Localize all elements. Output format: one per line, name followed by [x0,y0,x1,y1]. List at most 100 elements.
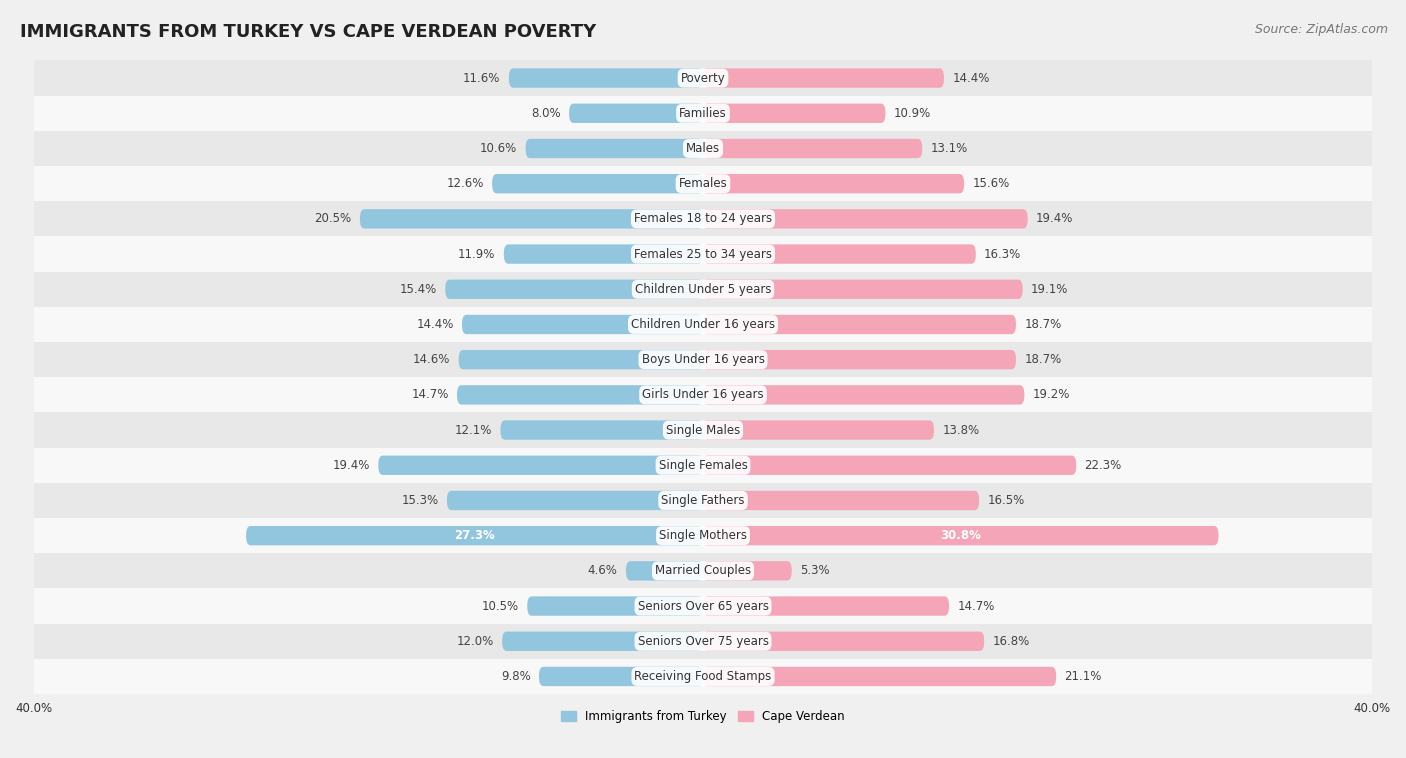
Text: 8.0%: 8.0% [531,107,561,120]
Text: Females 25 to 34 years: Females 25 to 34 years [634,248,772,261]
Text: 11.6%: 11.6% [463,71,501,85]
Text: Seniors Over 65 years: Seniors Over 65 years [637,600,769,612]
Text: 11.9%: 11.9% [458,248,495,261]
Bar [34,61,1372,96]
Text: Children Under 5 years: Children Under 5 years [634,283,772,296]
FancyBboxPatch shape [703,631,984,651]
Bar [34,342,1372,377]
Bar [34,96,1372,131]
FancyBboxPatch shape [509,68,703,88]
FancyBboxPatch shape [526,139,703,158]
Text: Females: Females [679,177,727,190]
FancyBboxPatch shape [703,244,976,264]
Legend: Immigrants from Turkey, Cape Verdean: Immigrants from Turkey, Cape Verdean [561,710,845,723]
FancyBboxPatch shape [703,350,1017,369]
Text: 20.5%: 20.5% [315,212,352,225]
Text: 30.8%: 30.8% [941,529,981,542]
Text: 12.6%: 12.6% [446,177,484,190]
FancyBboxPatch shape [703,490,979,510]
FancyBboxPatch shape [463,315,703,334]
FancyBboxPatch shape [703,315,1017,334]
FancyBboxPatch shape [501,421,703,440]
Text: 12.1%: 12.1% [454,424,492,437]
Bar [34,236,1372,271]
Text: 14.6%: 14.6% [413,353,450,366]
Bar [34,588,1372,624]
Bar [34,271,1372,307]
FancyBboxPatch shape [703,139,922,158]
Text: 15.4%: 15.4% [399,283,437,296]
Text: 5.3%: 5.3% [800,565,830,578]
Text: 15.3%: 15.3% [402,494,439,507]
Text: 18.7%: 18.7% [1025,318,1062,331]
FancyBboxPatch shape [503,244,703,264]
Bar [34,553,1372,588]
Text: 9.8%: 9.8% [501,670,530,683]
FancyBboxPatch shape [458,350,703,369]
FancyBboxPatch shape [703,385,1025,405]
FancyBboxPatch shape [569,104,703,123]
Text: Single Males: Single Males [666,424,740,437]
Text: 19.4%: 19.4% [1036,212,1073,225]
Text: 16.5%: 16.5% [987,494,1025,507]
Bar [34,377,1372,412]
Text: 12.0%: 12.0% [457,634,494,648]
FancyBboxPatch shape [360,209,703,229]
Text: Girls Under 16 years: Girls Under 16 years [643,388,763,402]
Text: Single Mothers: Single Mothers [659,529,747,542]
Text: IMMIGRANTS FROM TURKEY VS CAPE VERDEAN POVERTY: IMMIGRANTS FROM TURKEY VS CAPE VERDEAN P… [20,23,596,41]
Text: 10.9%: 10.9% [894,107,931,120]
Text: Males: Males [686,142,720,155]
FancyBboxPatch shape [703,561,792,581]
Text: Married Couples: Married Couples [655,565,751,578]
Text: 10.5%: 10.5% [482,600,519,612]
FancyBboxPatch shape [502,631,703,651]
Text: 15.6%: 15.6% [973,177,1010,190]
FancyBboxPatch shape [626,561,703,581]
Bar [34,518,1372,553]
Text: 18.7%: 18.7% [1025,353,1062,366]
FancyBboxPatch shape [246,526,703,545]
FancyBboxPatch shape [703,209,1028,229]
Text: 14.4%: 14.4% [952,71,990,85]
Text: 19.2%: 19.2% [1032,388,1070,402]
Text: Single Fathers: Single Fathers [661,494,745,507]
FancyBboxPatch shape [703,597,949,615]
Text: 22.3%: 22.3% [1084,459,1122,471]
Text: Families: Families [679,107,727,120]
FancyBboxPatch shape [703,68,943,88]
Text: 19.4%: 19.4% [333,459,370,471]
Bar [34,448,1372,483]
Bar [34,202,1372,236]
Text: 10.6%: 10.6% [479,142,517,155]
Text: Poverty: Poverty [681,71,725,85]
Text: Source: ZipAtlas.com: Source: ZipAtlas.com [1254,23,1388,36]
Bar [34,624,1372,659]
Text: 21.1%: 21.1% [1064,670,1102,683]
Text: 13.1%: 13.1% [931,142,967,155]
FancyBboxPatch shape [703,526,1219,545]
FancyBboxPatch shape [703,280,1022,299]
FancyBboxPatch shape [447,490,703,510]
Bar [34,659,1372,694]
Bar [34,412,1372,448]
Text: Children Under 16 years: Children Under 16 years [631,318,775,331]
FancyBboxPatch shape [378,456,703,475]
Text: Females 18 to 24 years: Females 18 to 24 years [634,212,772,225]
Text: 14.7%: 14.7% [411,388,449,402]
Text: 16.8%: 16.8% [993,634,1029,648]
FancyBboxPatch shape [703,667,1056,686]
Text: 16.3%: 16.3% [984,248,1021,261]
Bar [34,131,1372,166]
Text: 13.8%: 13.8% [942,424,980,437]
Text: 4.6%: 4.6% [588,565,617,578]
Text: 14.7%: 14.7% [957,600,995,612]
Bar [34,483,1372,518]
Text: Boys Under 16 years: Boys Under 16 years [641,353,765,366]
FancyBboxPatch shape [703,104,886,123]
Text: Single Females: Single Females [658,459,748,471]
FancyBboxPatch shape [538,667,703,686]
Bar [34,166,1372,202]
Text: Receiving Food Stamps: Receiving Food Stamps [634,670,772,683]
FancyBboxPatch shape [446,280,703,299]
